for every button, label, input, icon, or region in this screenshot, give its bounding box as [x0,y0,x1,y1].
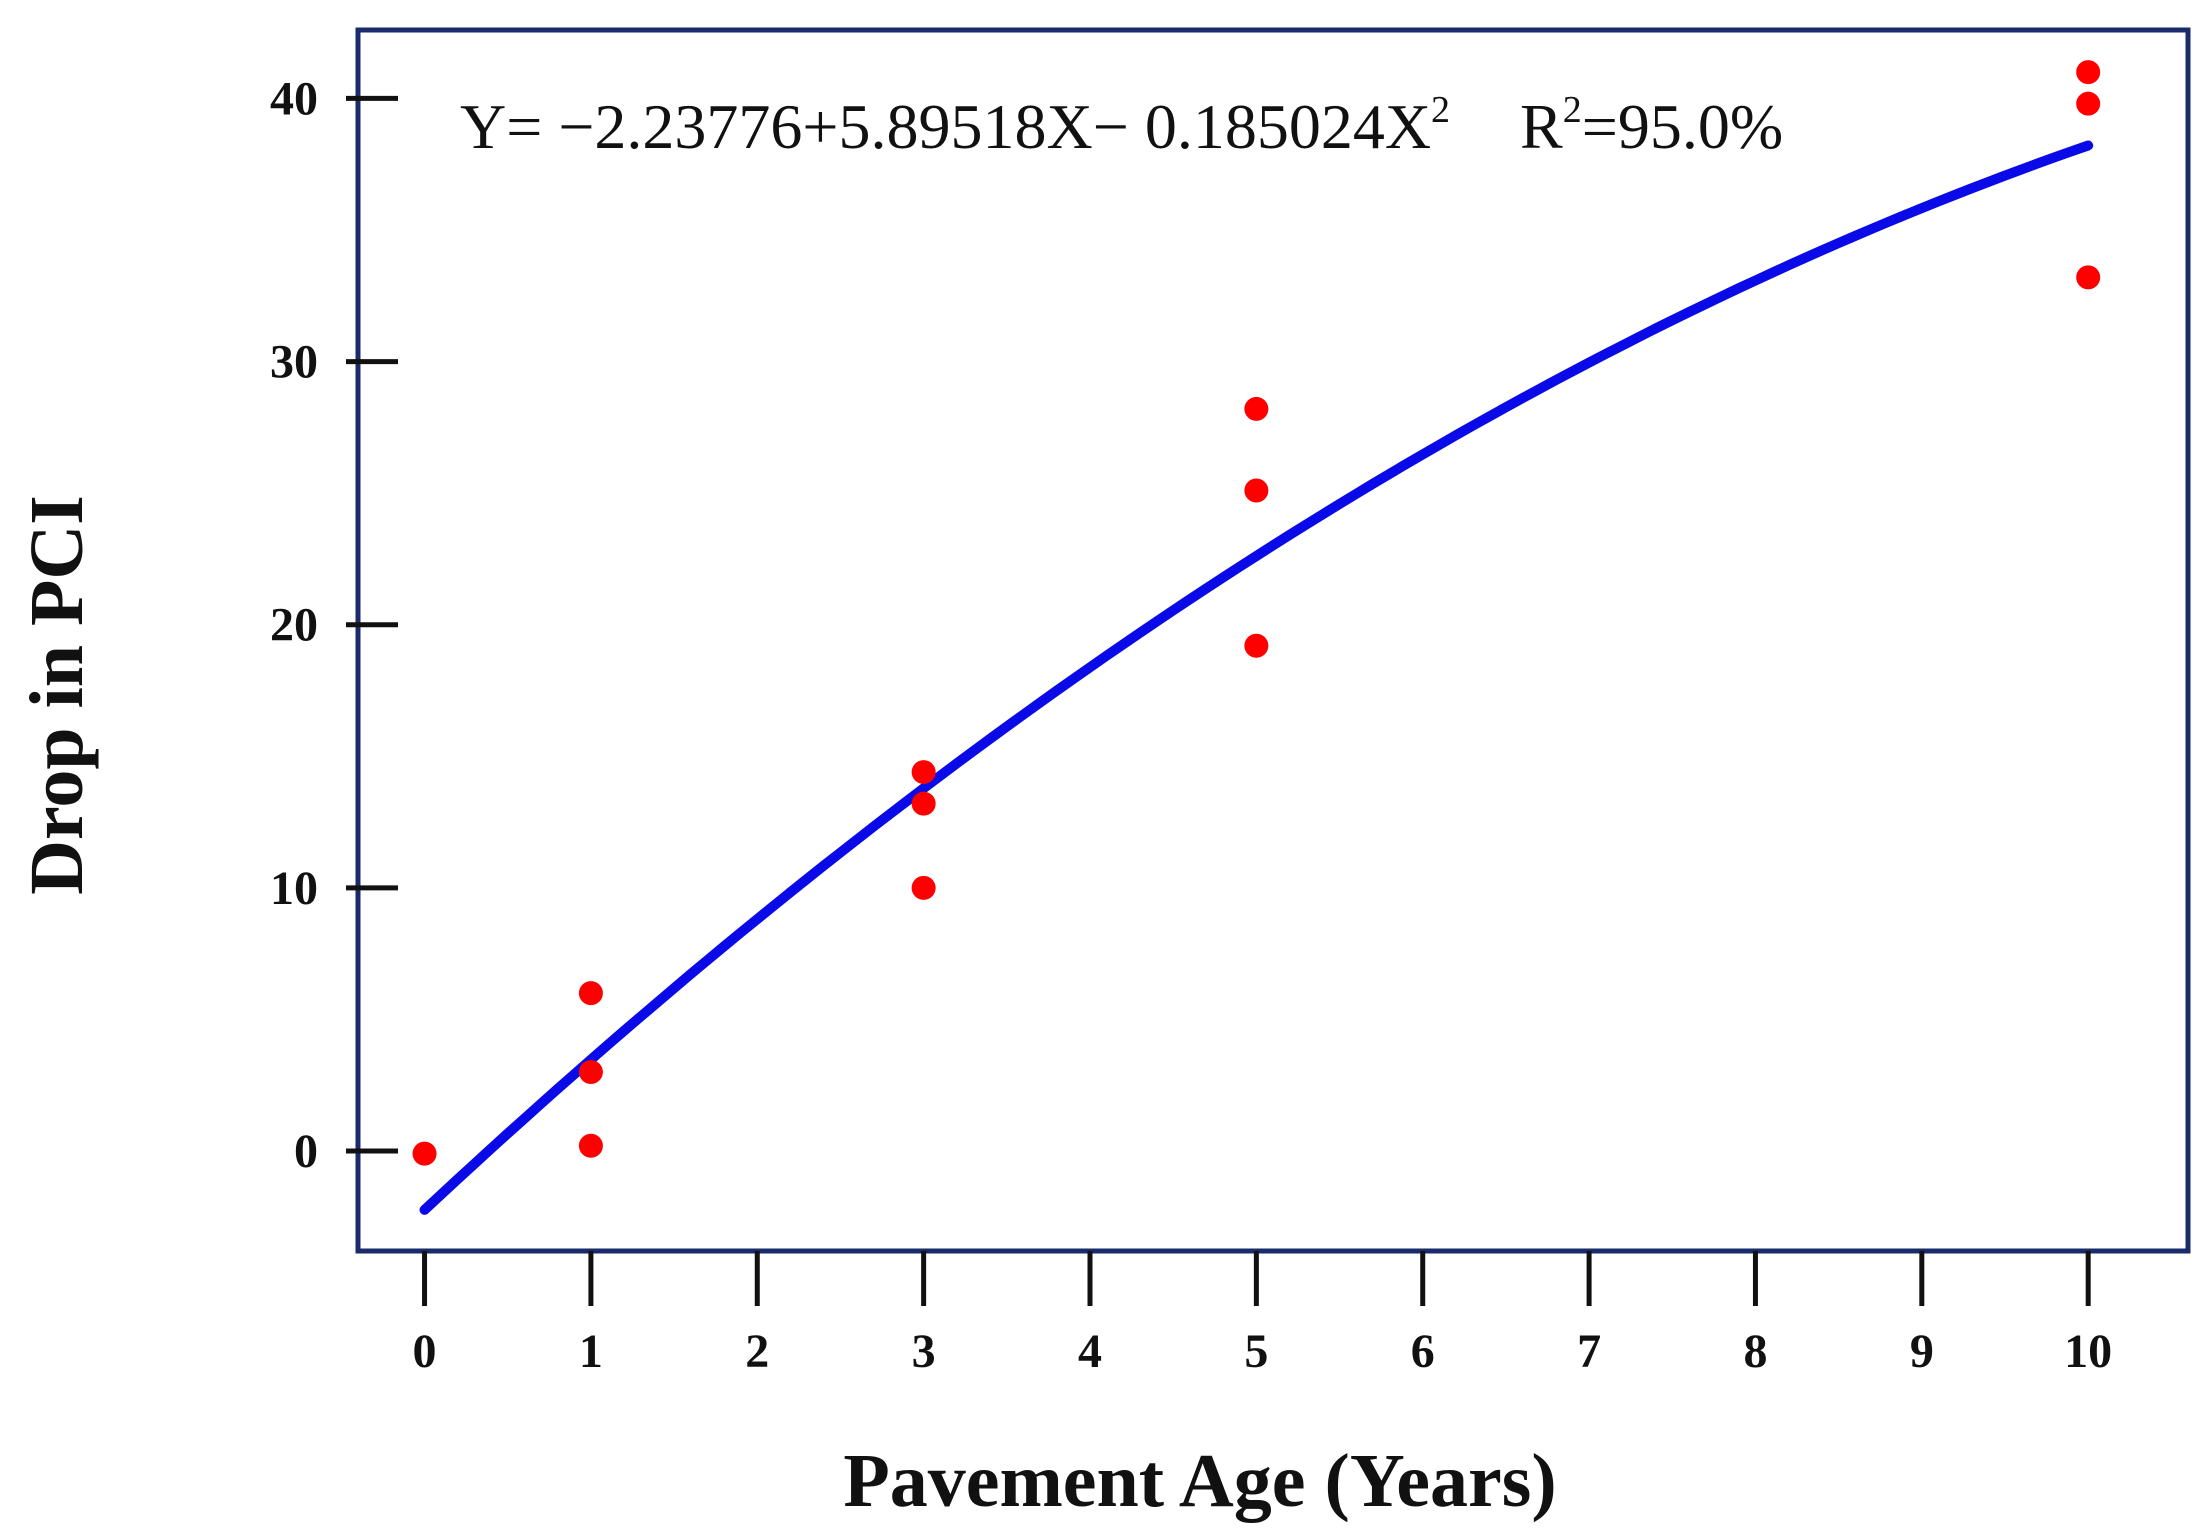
y-axis-ticks: 0 10 20 30 40 [270,72,398,1178]
data-point [2076,265,2101,290]
y-tick-label: 40 [270,72,318,125]
y-axis-title: Drop in PCI [15,495,99,895]
x-tick-label: 2 [745,1325,769,1378]
x-tick-label: 7 [1577,1325,1601,1378]
y-tick-label: 10 [270,862,318,915]
data-point [1244,478,1269,503]
x-axis-title: Pavement Age (Years) [843,1439,1556,1523]
data-point [911,760,936,785]
x-tick-label: 9 [1910,1325,1934,1378]
equation-y-part: Y= −2.23776+5.89518X− 0.185024X [460,91,1431,162]
data-point [578,1060,603,1085]
y-tick-label: 20 [270,599,318,652]
regression-curve [419,140,2094,1215]
equation-y-superscript: 2 [1431,89,1450,131]
equation-r-superscript: 2 [1563,89,1582,131]
data-point [1244,396,1269,421]
x-tick-label: 0 [413,1325,437,1378]
data-points [412,60,2101,1166]
x-tick-label: 1 [579,1325,603,1378]
x-tick-label: 3 [912,1325,936,1378]
data-point [412,1141,437,1166]
data-point [578,1133,603,1158]
x-tick-label: 6 [1411,1325,1435,1378]
x-axis-ticks: 0 1 2 3 4 5 6 7 8 9 10 [413,1251,2112,1378]
y-tick-label: 0 [294,1125,318,1178]
data-point [2076,60,2101,85]
plot-frame [355,27,2191,1254]
data-point [1244,633,1269,658]
data-point [578,981,603,1006]
data-point [911,875,936,900]
data-point [911,791,936,816]
data-point [2076,91,2101,116]
x-tick-label: 4 [1078,1325,1102,1378]
equation-r-value: =95.0% [1582,91,1783,162]
x-tick-label: 8 [1743,1325,1767,1378]
equation-r-part: R [1520,91,1563,162]
x-tick-label: 5 [1244,1325,1268,1378]
y-tick-label: 30 [270,336,318,389]
x-tick-label: 10 [2064,1325,2112,1378]
regression-equation: Y= −2.23776+5.89518X− 0.185024X2 R2=95.0% [460,89,1783,162]
